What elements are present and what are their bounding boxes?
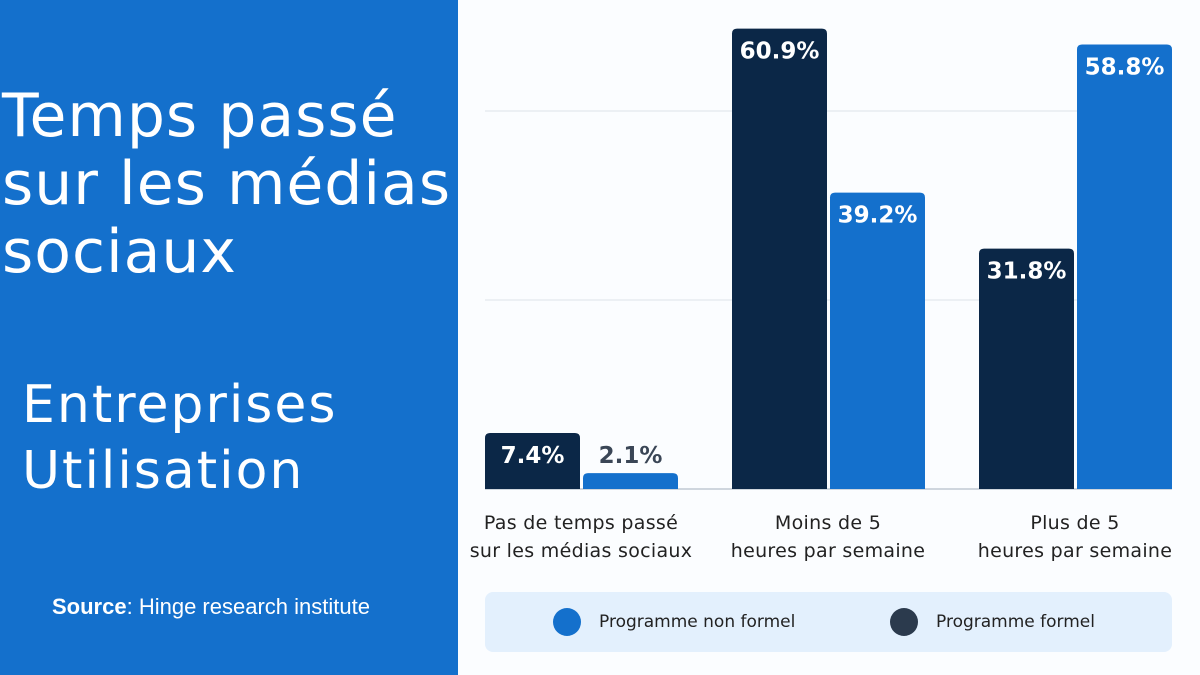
source-note: Source: Hinge research institute: [52, 594, 370, 620]
legend-label: Programme non formel: [599, 612, 796, 632]
legend: Programme non formel Programme formel: [485, 592, 1172, 652]
data-label: 39.2%: [838, 203, 918, 229]
data-label: 31.8%: [987, 259, 1067, 285]
page-title: Temps passé sur les médias sociaux: [2, 81, 452, 287]
category-label-line: heures par semaine: [730, 540, 926, 562]
category-label-line: Pas de temps passé: [483, 512, 679, 534]
legend-dot-icon: [553, 608, 581, 636]
data-label: 60.9%: [740, 39, 820, 65]
title-panel: Temps passé sur les médias sociaux Entre…: [0, 0, 458, 675]
category-label-line: Moins de 5: [774, 512, 882, 534]
bar: [1077, 44, 1172, 490]
bar: [979, 248, 1074, 489]
data-label: 7.4%: [501, 443, 565, 469]
legend-item-non-formel: Programme non formel: [553, 592, 795, 652]
legend-label: Programme formel: [936, 612, 1095, 632]
subtitle-line: Utilisation: [22, 441, 305, 501]
bar: [583, 473, 678, 489]
bar: [732, 28, 827, 489]
source-text: : Hinge research institute: [126, 594, 370, 619]
bar: [485, 433, 580, 489]
category-label: Moins de 5 heures par semaine: [708, 509, 948, 565]
data-label: 58.8%: [1085, 54, 1165, 80]
category-label: Plus de 5 heures par semaine: [955, 509, 1195, 565]
category-label-line: sur les médias sociaux: [469, 540, 693, 562]
legend-item-formel: Programme formel: [890, 592, 1095, 652]
category-label: Pas de temps passé sur les médias sociaux: [461, 509, 701, 565]
subtitle-line: Entreprises: [22, 375, 338, 435]
category-label-line: heures par semaine: [977, 540, 1173, 562]
subtitle: Entreprises Utilisation: [22, 372, 337, 504]
bar: [830, 192, 925, 489]
data-label: 2.1%: [599, 443, 663, 469]
legend-dot-icon: [890, 608, 918, 636]
source-label: Source: [52, 594, 127, 619]
category-label-line: Plus de 5: [1030, 512, 1120, 534]
